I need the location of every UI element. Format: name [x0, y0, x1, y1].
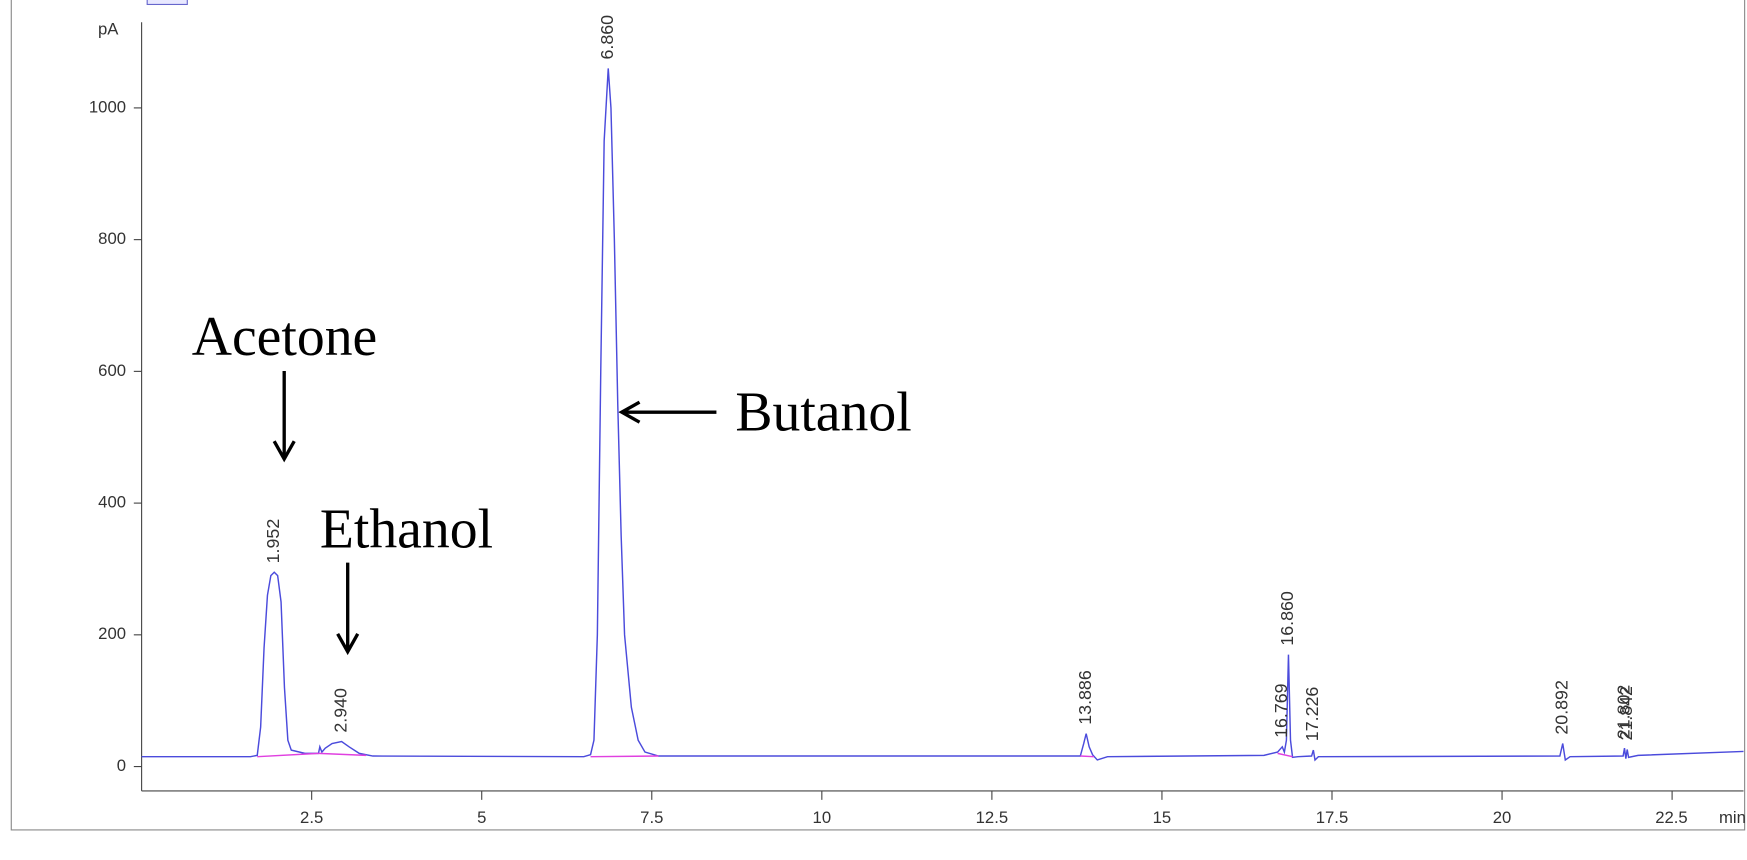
- peak-label: 16.860: [1277, 591, 1297, 646]
- y-axis-label: pA: [98, 19, 119, 38]
- integration-baseline: [257, 752, 319, 758]
- y-tick-label: 400: [98, 493, 126, 512]
- x-tick-label: 17.5: [1316, 808, 1348, 827]
- peak-label: 20.892: [1551, 680, 1571, 735]
- x-tick-label: 22.5: [1655, 808, 1687, 827]
- integration-baseline: [1080, 755, 1094, 758]
- annotation: Ethanol: [320, 498, 493, 560]
- peak-label: 13.886: [1075, 670, 1095, 725]
- y-tick-label: 1000: [89, 97, 126, 116]
- x-tick-label: 12.5: [976, 808, 1008, 827]
- integration-baseline: [1277, 752, 1293, 758]
- x-unit-label: min: [1719, 808, 1746, 827]
- annotation: Butanol: [735, 382, 911, 444]
- annotation: Acetone: [192, 306, 378, 368]
- x-tick-label: 20: [1493, 808, 1512, 827]
- frame: [10, 0, 1746, 831]
- peak-label: 16.769: [1271, 683, 1291, 738]
- x-tick-label: 2.5: [300, 808, 323, 827]
- y-tick-label: 800: [98, 229, 126, 248]
- x-tick-label: 10: [813, 808, 832, 827]
- signal-line: [141, 68, 1744, 762]
- peak-label: 6.860: [597, 15, 617, 60]
- peak-label: 21.802: [1613, 685, 1633, 740]
- x-tick-label: 15: [1153, 808, 1172, 827]
- integration-baseline: [318, 752, 367, 757]
- y-tick-label: 600: [98, 361, 126, 380]
- y-tick-label: 0: [117, 756, 126, 775]
- peak-label: 21.842: [1616, 686, 1636, 741]
- legend-swatch: [146, 0, 188, 6]
- arrow-head: [272, 440, 296, 463]
- arrow-head: [336, 633, 360, 656]
- x-tick-label: 5: [477, 808, 486, 827]
- x-tick-label: 7.5: [640, 808, 663, 827]
- y-tick-label: 200: [98, 624, 126, 643]
- arrows: [272, 370, 717, 656]
- peak-label: 2.940: [330, 688, 350, 733]
- peak-label: 17.226: [1302, 687, 1322, 742]
- arrow-head: [618, 400, 641, 424]
- peak-label: 1.952: [263, 519, 283, 564]
- integration-baseline: [590, 755, 659, 758]
